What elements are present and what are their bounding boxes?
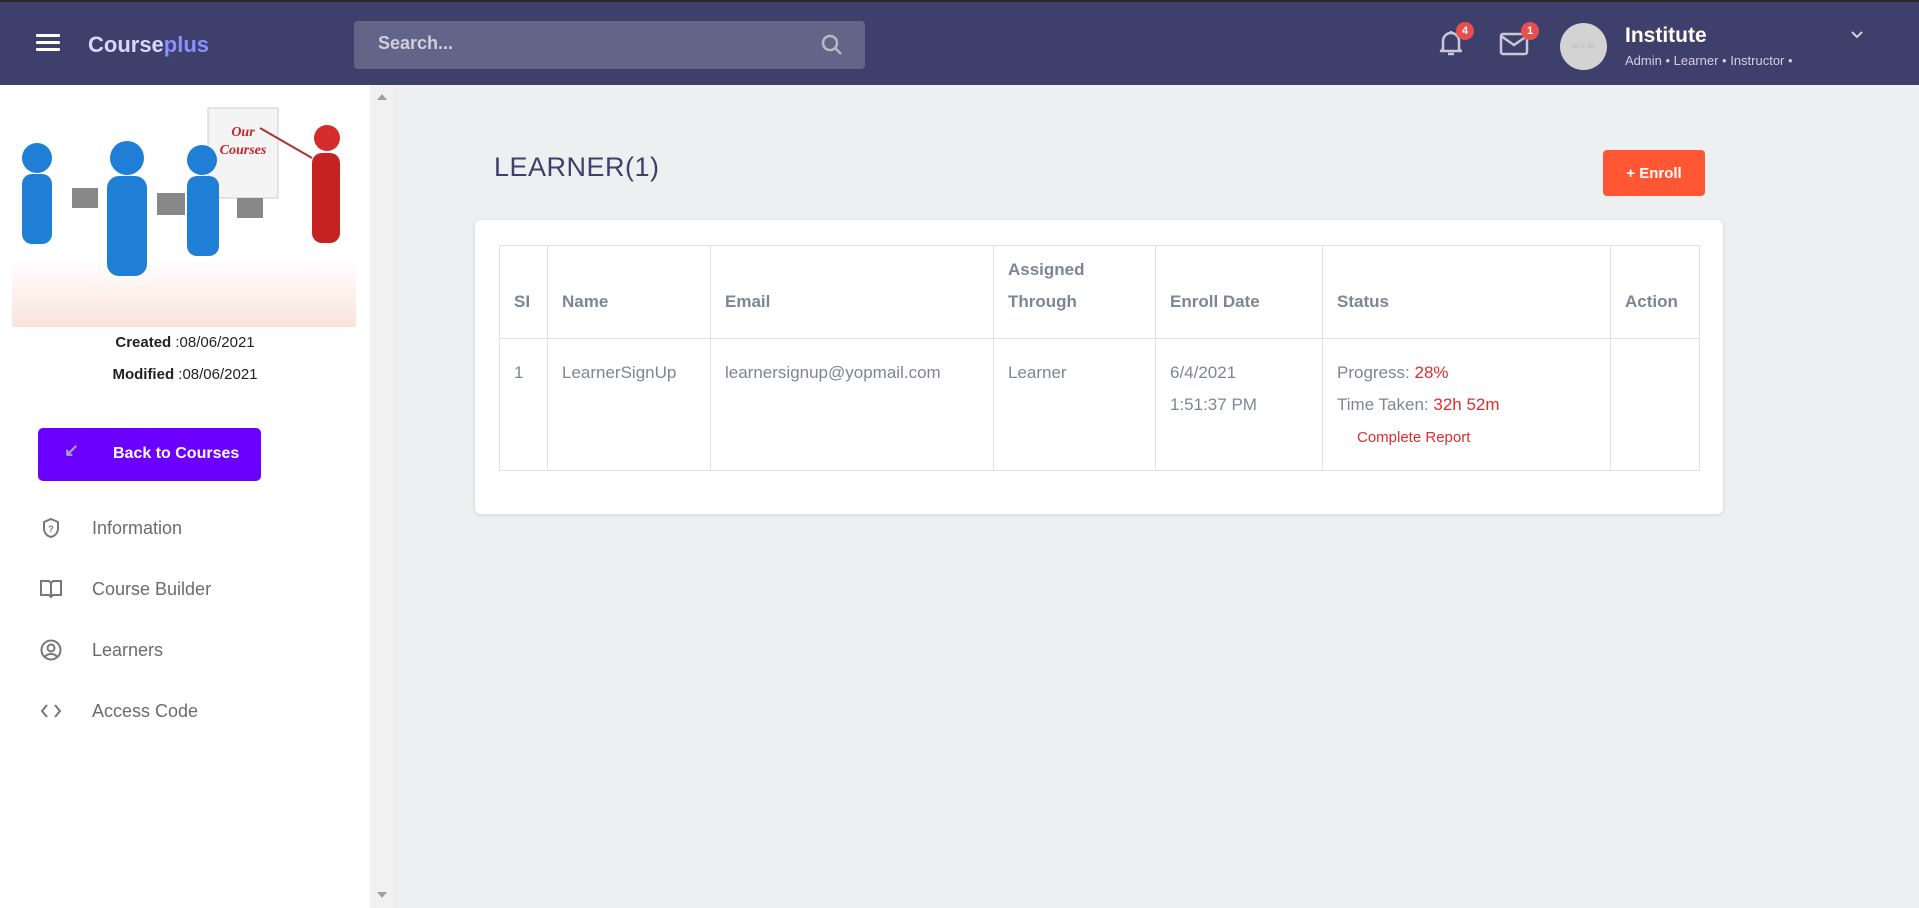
sidebar-scrollbar[interactable] (370, 85, 394, 908)
col-email: Email (710, 245, 994, 339)
search-bar (354, 21, 865, 69)
modified-date: Modified :08/06/2021 (112, 366, 258, 383)
svg-text:Courses: Courses (220, 143, 267, 158)
notifications-button[interactable]: 4 (1438, 22, 1474, 63)
avatar[interactable]: 50 x 50 (1560, 23, 1607, 70)
col-assigned-through: Assigned Through (993, 245, 1156, 339)
chevron-down-icon[interactable] (1850, 30, 1864, 40)
svg-text:?: ? (48, 524, 54, 534)
cell-assigned: Learner (993, 338, 1156, 471)
progress: Progress: 28% (1337, 363, 1449, 382)
page-title: LEARNER(1) (494, 152, 660, 182)
col-enroll-date: Enroll Date (1155, 245, 1323, 339)
learners-card: SI Name Email Assigned Through Enroll Da… (475, 220, 1723, 514)
notification-badge: 4 (1456, 22, 1474, 40)
sidebar-item-learners[interactable]: Learners (38, 635, 163, 665)
time-taken: Time Taken: 32h 52m (1337, 395, 1500, 414)
col-action: Action (1610, 245, 1700, 339)
cell-email: learnersignup@yopmail.com (710, 338, 994, 471)
user-roles: Admin • Learner • Instructor • (1625, 53, 1793, 68)
user-circle-icon (38, 639, 64, 661)
sidebar-item-information[interactable]: ? Information (38, 513, 182, 543)
book-open-icon (38, 578, 64, 600)
search-icon[interactable] (821, 34, 843, 56)
sidebar-item-access-code[interactable]: Access Code (38, 696, 198, 726)
learners-table: SI Name Email Assigned Through Enroll Da… (499, 245, 1700, 471)
cell-status: Progress: 28% Time Taken: 32h 52m Comple… (1322, 338, 1611, 471)
shield-question-icon: ? (38, 517, 64, 539)
col-status: Status (1322, 245, 1611, 339)
svg-text:Our: Our (231, 125, 255, 140)
user-name[interactable]: Institute (1625, 24, 1707, 47)
message-badge: 1 (1521, 22, 1539, 40)
col-si: SI (499, 245, 548, 339)
bell-icon (1439, 31, 1463, 56)
col-name: Name (547, 245, 711, 339)
scroll-up-arrow[interactable] (377, 94, 387, 100)
cell-name: LearnerSignUp (547, 338, 711, 471)
brand-logo[interactable]: Courseplus (88, 32, 210, 57)
messages-button[interactable]: 1 (1499, 22, 1539, 61)
complete-report-link[interactable]: Complete Report (1357, 429, 1471, 446)
table-header-row: SI Name Email Assigned Through Enroll Da… (499, 245, 1700, 339)
created-date: Created :08/06/2021 (115, 334, 255, 351)
top-header: Courseplus 4 1 50 x 50 Institute Admin •… (0, 0, 1919, 85)
hamburger-menu-icon[interactable] (36, 34, 60, 52)
code-icon (38, 703, 64, 719)
back-to-courses-button[interactable]: ↙ Back to Courses (38, 428, 261, 481)
cell-enroll-date: 6/4/2021 1:51:37 PM (1155, 338, 1323, 471)
cell-action (1610, 338, 1700, 471)
scroll-down-arrow[interactable] (377, 892, 387, 898)
table-row: 1 LearnerSignUp learnersignup@yopmail.co… (499, 338, 1700, 471)
course-image: Our Courses (12, 98, 356, 327)
mail-icon (1499, 32, 1529, 56)
arrow-down-left-icon: ↙ (64, 440, 80, 460)
search-input[interactable] (378, 33, 798, 54)
cell-si: 1 (499, 338, 548, 471)
enroll-button[interactable]: + Enroll (1603, 150, 1705, 196)
sidebar-item-course-builder[interactable]: Course Builder (38, 574, 211, 604)
